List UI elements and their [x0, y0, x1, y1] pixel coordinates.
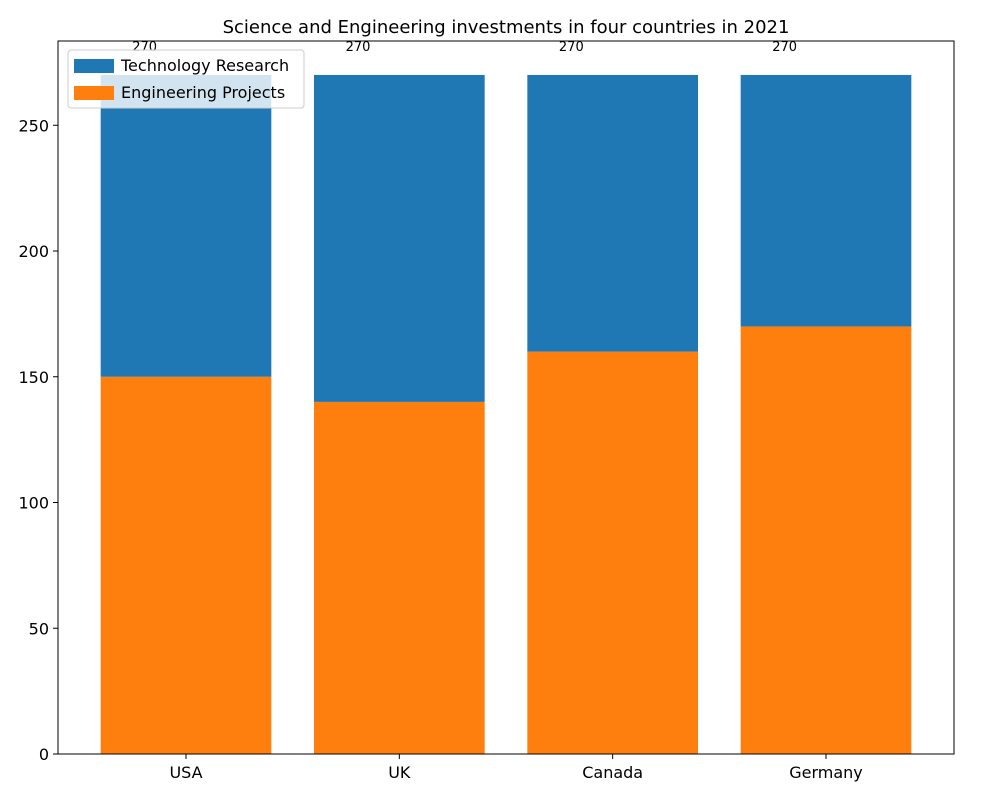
- plot-frame: [57, 40, 955, 755]
- total-label: 270: [346, 40, 371, 55]
- y-tick-label: 0: [39, 745, 49, 764]
- bars-layer: [100, 74, 912, 754]
- legend-box: [67, 49, 305, 109]
- chart-title: Science and Engineering investments in f…: [223, 17, 790, 38]
- bar-engineering-projects-uk: [314, 401, 485, 754]
- x-tick-label: Canada: [582, 763, 643, 782]
- x-tick-label: USA: [169, 763, 202, 782]
- bar-engineering-projects-usa: [100, 376, 272, 754]
- bar-technology-research-usa: [100, 74, 272, 377]
- x-tick-label: UK: [388, 763, 411, 782]
- y-tick-label: 200: [18, 242, 49, 261]
- y-tick-label: 250: [18, 116, 49, 135]
- legend-label: Engineering Projects: [121, 83, 285, 102]
- legend-swatch: [74, 86, 114, 100]
- axes-layer: 0 50 100 150 200 250 USA UK Canada Germany: [18, 40, 955, 782]
- bar-engineering-projects-canada: [527, 351, 698, 754]
- total-label: 270: [772, 40, 797, 55]
- legend-label: Technology Research: [120, 56, 289, 75]
- y-tick-label: 50: [29, 619, 49, 638]
- bar-technology-research-canada: [527, 74, 698, 352]
- y-tick-label: 100: [18, 494, 49, 513]
- bar-engineering-projects-germany: [740, 326, 912, 754]
- x-tick-label: Germany: [789, 763, 863, 782]
- bar-technology-research-germany: [740, 74, 912, 327]
- total-label: 270: [559, 40, 584, 55]
- y-tick-label: 150: [18, 368, 49, 387]
- legend-swatch: [74, 59, 114, 73]
- legend: Technology Research Engineering Projects: [67, 49, 305, 109]
- bar-technology-research-uk: [314, 74, 485, 402]
